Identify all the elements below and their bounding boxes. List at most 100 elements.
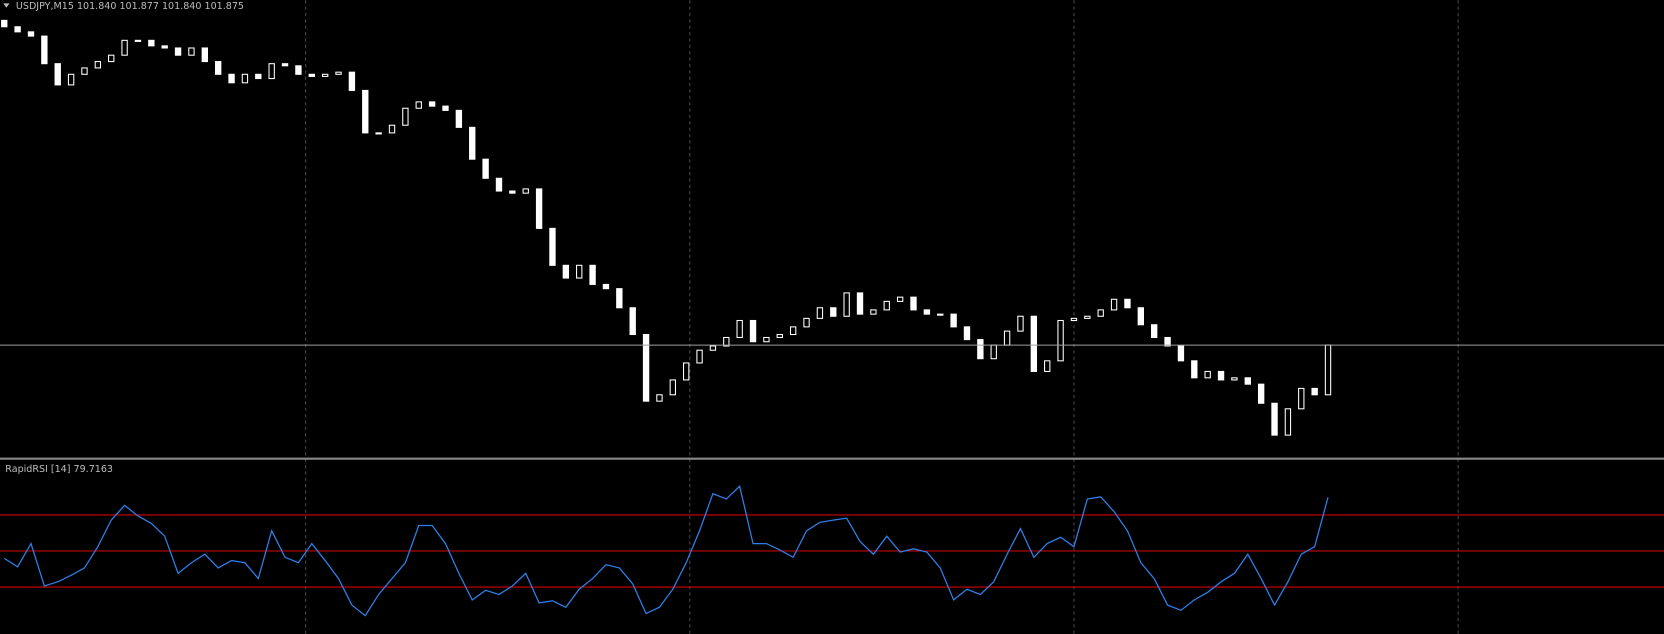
candle xyxy=(188,47,195,56)
candle xyxy=(1217,370,1225,381)
candle xyxy=(937,313,944,316)
candle xyxy=(1030,315,1038,372)
candle xyxy=(375,132,382,135)
candle xyxy=(1137,307,1144,326)
candle xyxy=(883,300,890,311)
candle xyxy=(642,333,650,402)
candle xyxy=(348,71,356,91)
candle xyxy=(215,61,222,75)
candle xyxy=(789,326,797,336)
candle xyxy=(816,307,824,319)
candle xyxy=(1151,324,1158,339)
candle xyxy=(1231,377,1238,381)
candle xyxy=(241,73,249,84)
candle xyxy=(268,63,275,80)
candle xyxy=(870,309,877,315)
candle xyxy=(923,309,931,315)
candle xyxy=(763,336,770,343)
candle xyxy=(776,333,783,339)
candle xyxy=(255,73,262,80)
candle xyxy=(1257,383,1265,404)
panel-separator xyxy=(0,457,1664,460)
candle xyxy=(362,89,369,134)
candle xyxy=(803,317,810,328)
candle xyxy=(1,19,8,28)
candle xyxy=(963,326,971,341)
main-title: USDJPY,M15 101.840 101.877 101.840 101.8… xyxy=(16,1,244,12)
candle xyxy=(134,39,142,42)
candle xyxy=(482,158,489,179)
candle xyxy=(950,313,957,328)
candle xyxy=(910,296,917,311)
candle xyxy=(990,344,997,360)
candle xyxy=(469,126,476,160)
candle xyxy=(1057,319,1064,362)
candle xyxy=(1298,387,1305,410)
candle xyxy=(977,339,984,360)
candle xyxy=(1271,402,1278,436)
candle xyxy=(455,109,463,128)
candle xyxy=(1191,360,1198,379)
candle xyxy=(495,177,503,192)
candle xyxy=(402,107,409,126)
candle xyxy=(201,47,208,63)
candle xyxy=(442,105,449,111)
candle xyxy=(308,73,315,77)
candle xyxy=(830,307,837,317)
candle xyxy=(295,65,302,75)
candle xyxy=(14,26,21,33)
candle xyxy=(1070,317,1078,322)
candle xyxy=(41,35,48,65)
candle xyxy=(522,188,529,194)
candle xyxy=(535,188,543,229)
candle xyxy=(1284,408,1292,436)
candle xyxy=(94,61,102,69)
candle xyxy=(281,63,289,67)
price-panel xyxy=(0,19,1664,436)
candle xyxy=(656,394,663,402)
candle xyxy=(709,345,717,351)
candle xyxy=(616,288,623,309)
candle xyxy=(174,47,182,56)
candle xyxy=(67,73,75,86)
candle xyxy=(602,283,610,290)
candle xyxy=(1044,360,1051,372)
candle xyxy=(736,319,743,339)
candle xyxy=(856,292,864,315)
candle xyxy=(696,349,703,364)
candle xyxy=(1084,315,1091,319)
candle xyxy=(1164,336,1171,347)
menu-arrow[interactable] xyxy=(3,3,10,8)
candle xyxy=(562,264,570,279)
candle xyxy=(629,307,636,336)
candle xyxy=(669,379,676,396)
candle xyxy=(896,296,904,302)
candle xyxy=(415,101,422,109)
candle xyxy=(843,292,850,317)
candle xyxy=(1311,387,1318,396)
candle xyxy=(1244,377,1251,385)
candle xyxy=(723,336,730,347)
candle xyxy=(54,63,61,86)
candle xyxy=(121,39,128,56)
candle xyxy=(1097,309,1104,317)
candle xyxy=(335,71,342,75)
candle xyxy=(1204,370,1211,379)
candle xyxy=(1003,330,1011,346)
candle xyxy=(576,264,583,279)
candle xyxy=(388,124,396,134)
candle xyxy=(161,45,168,49)
candle xyxy=(148,39,155,47)
candle xyxy=(321,73,329,77)
candle xyxy=(1324,344,1332,396)
indicator-panel xyxy=(0,484,1664,617)
candle xyxy=(549,227,556,266)
candle xyxy=(1177,345,1185,362)
candle xyxy=(509,190,516,194)
candle xyxy=(683,362,690,381)
candle xyxy=(228,73,235,84)
candle xyxy=(749,319,757,343)
